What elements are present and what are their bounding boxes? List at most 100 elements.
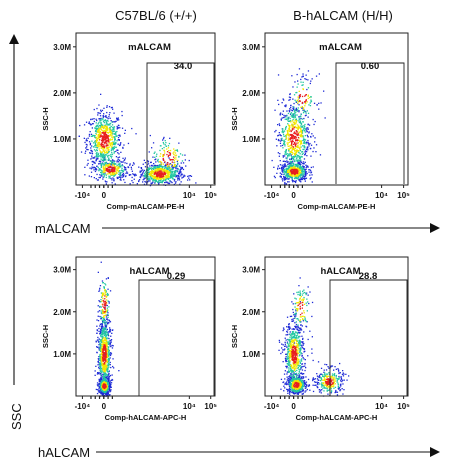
event-point <box>294 181 297 184</box>
event-point <box>298 118 300 121</box>
event-point <box>291 128 294 130</box>
event-point <box>285 353 288 355</box>
event-point <box>113 161 115 163</box>
event-point <box>341 380 343 383</box>
event-point <box>189 175 191 177</box>
event-point <box>287 118 289 120</box>
event-point <box>328 367 330 369</box>
event-point <box>305 376 307 378</box>
x-axis-label: Comp-mALCAM-PE-H <box>298 202 376 211</box>
event-point <box>301 166 303 168</box>
event-point <box>99 124 101 127</box>
event-point <box>160 145 162 147</box>
event-point <box>310 170 312 172</box>
event-point <box>122 147 124 149</box>
event-point <box>279 113 281 115</box>
event-point <box>292 125 294 127</box>
event-point <box>102 327 104 330</box>
event-point <box>160 164 162 167</box>
event-point <box>297 102 299 104</box>
event-point <box>110 170 113 172</box>
event-point <box>287 165 289 167</box>
event-point <box>94 370 96 372</box>
event-point <box>287 326 289 328</box>
event-point <box>285 334 287 336</box>
event-point <box>120 161 122 163</box>
event-point <box>300 372 302 375</box>
event-point <box>111 142 113 144</box>
event-point <box>289 125 291 127</box>
event-point <box>159 164 161 166</box>
event-point <box>321 389 323 391</box>
event-point <box>157 171 159 173</box>
event-point <box>299 301 301 303</box>
event-point <box>302 137 305 139</box>
event-point <box>291 176 294 179</box>
event-point <box>165 142 167 144</box>
event-point <box>105 135 107 137</box>
event-point <box>319 389 321 391</box>
event-point <box>97 155 100 157</box>
event-point <box>160 173 162 175</box>
event-point <box>104 369 107 371</box>
event-point <box>91 145 93 147</box>
event-point <box>293 155 295 158</box>
event-point <box>109 143 111 146</box>
event-point <box>91 157 93 159</box>
x-tick-label: 10⁵ <box>204 191 217 200</box>
event-point <box>285 118 288 121</box>
event-point <box>275 138 277 140</box>
event-point <box>288 323 290 325</box>
event-point <box>170 163 172 166</box>
event-point <box>291 174 293 176</box>
event-point <box>104 295 106 297</box>
event-point <box>285 353 287 355</box>
event-point <box>102 357 104 359</box>
event-point <box>115 167 117 169</box>
event-point <box>107 140 109 142</box>
event-point <box>283 381 285 383</box>
event-point <box>106 150 108 152</box>
event-point <box>105 131 107 133</box>
event-point <box>159 173 161 175</box>
event-point <box>179 183 181 185</box>
event-point <box>171 161 173 163</box>
event-point <box>125 169 127 171</box>
event-point <box>298 101 300 103</box>
event-point <box>305 99 307 101</box>
event-point <box>301 369 304 371</box>
event-point <box>304 391 306 393</box>
event-point <box>287 169 289 171</box>
event-point <box>305 78 307 81</box>
event-point <box>87 149 89 151</box>
event-point <box>284 176 287 179</box>
event-point <box>339 390 341 392</box>
event-point <box>100 335 102 338</box>
event-point <box>108 151 110 153</box>
event-point <box>318 73 320 75</box>
event-point <box>300 151 303 153</box>
event-point <box>287 178 289 180</box>
event-point <box>109 128 111 131</box>
event-point <box>104 150 106 153</box>
event-point <box>103 330 105 332</box>
event-point <box>301 102 303 104</box>
event-point <box>305 94 307 96</box>
event-point <box>282 110 284 112</box>
event-point <box>99 391 101 394</box>
event-point <box>117 157 119 159</box>
event-point <box>291 320 294 322</box>
event-point <box>155 158 157 160</box>
event-point <box>105 360 107 362</box>
event-point <box>173 151 175 153</box>
event-point <box>168 142 171 145</box>
event-point <box>160 153 162 155</box>
event-point <box>112 149 114 151</box>
event-point <box>124 157 126 159</box>
event-point <box>114 183 116 185</box>
event-point <box>296 133 298 135</box>
event-point <box>129 163 131 165</box>
event-point <box>306 172 308 175</box>
event-point <box>94 170 97 173</box>
row-label-malcam: mALCAM <box>35 221 91 236</box>
